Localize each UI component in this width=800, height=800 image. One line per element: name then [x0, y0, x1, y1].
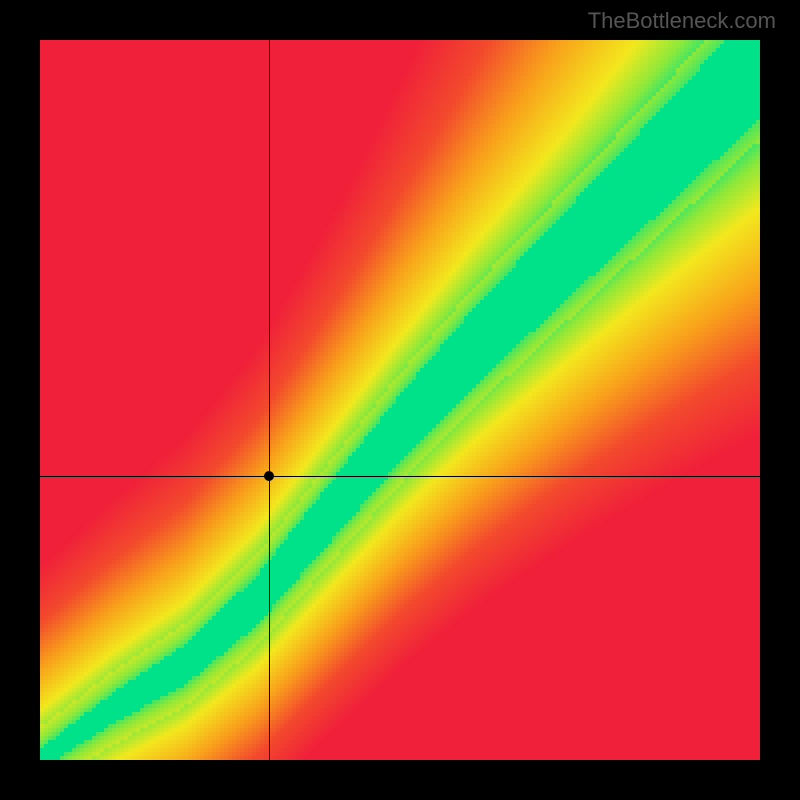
watermark-text: TheBottleneck.com: [588, 8, 776, 34]
crosshair-vertical: [269, 40, 270, 760]
plot-area: [40, 40, 760, 760]
crosshair-dot[interactable]: [264, 471, 274, 481]
chart-root: TheBottleneck.com: [0, 0, 800, 800]
crosshair-horizontal: [40, 476, 760, 477]
heatmap-canvas: [40, 40, 760, 760]
